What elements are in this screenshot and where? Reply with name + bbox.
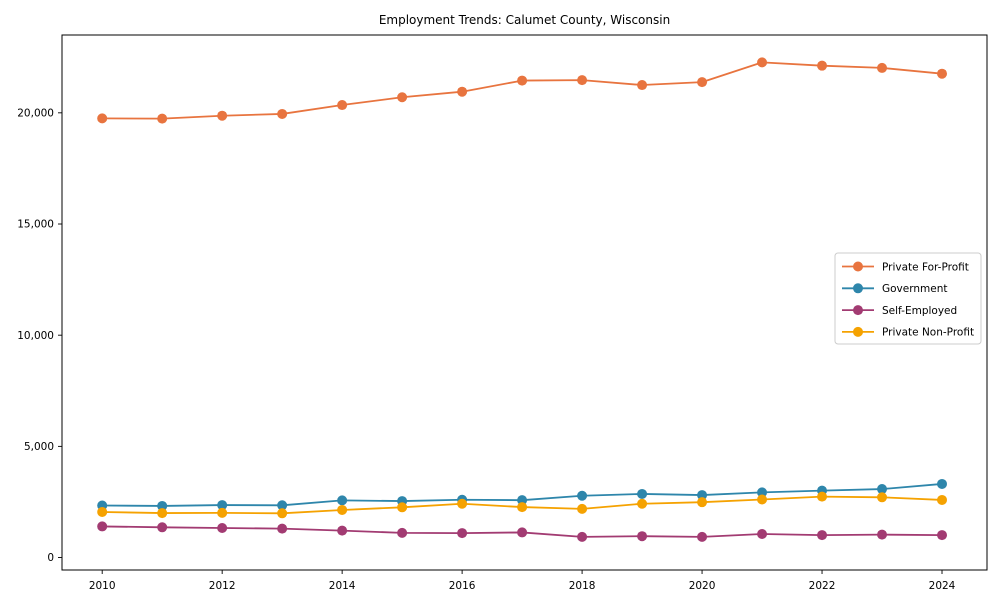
legend-label: Government: [882, 283, 947, 295]
data-point-marker-private-non-profit: [697, 497, 708, 508]
data-point-marker-self-employed: [97, 521, 108, 532]
x-tick-label: 2012: [209, 580, 236, 592]
data-point-marker-government: [277, 500, 288, 511]
data-point-marker-private-for-profit: [337, 100, 348, 111]
data-point-marker-private-for-profit: [637, 80, 648, 91]
data-point-marker-self-employed: [577, 531, 588, 542]
y-tick-label: 5,000: [24, 441, 54, 453]
legend-box: [834, 252, 982, 345]
x-tick-label: 2022: [809, 580, 836, 592]
data-point-marker-private-for-profit: [697, 77, 708, 88]
x-tick-label: 2018: [569, 580, 596, 592]
data-point-marker-private-non-profit: [277, 508, 288, 519]
data-point-marker-self-employed: [157, 522, 168, 533]
legend-marker: [853, 305, 863, 316]
y-tick-label: 10,000: [17, 330, 54, 342]
data-point-marker-self-employed: [637, 531, 648, 542]
data-point-marker-private-non-profit: [577, 503, 588, 514]
x-tick-label: 2024: [929, 580, 956, 592]
data-point-marker-private-for-profit: [577, 75, 588, 86]
y-tick-label: 0: [47, 552, 54, 564]
data-point-marker-private-non-profit: [757, 494, 768, 505]
data-point-marker-government: [637, 488, 648, 499]
data-point-marker-private-non-profit: [97, 506, 108, 517]
data-point-marker-private-for-profit: [877, 62, 888, 73]
data-point-marker-private-non-profit: [817, 491, 828, 502]
data-point-marker-self-employed: [517, 527, 528, 538]
legend-label: Self-Employed: [882, 305, 957, 317]
data-point-marker-self-employed: [697, 531, 708, 542]
data-point-marker-self-employed: [217, 522, 228, 533]
legend-label: Private Non-Profit: [882, 327, 974, 339]
y-tick-label: 15,000: [17, 219, 54, 231]
data-point-marker-private-non-profit: [457, 498, 468, 509]
data-point-marker-private-non-profit: [217, 507, 228, 518]
data-point-marker-self-employed: [457, 528, 468, 539]
data-point-marker-private-for-profit: [937, 68, 948, 79]
data-point-marker-government: [337, 495, 348, 506]
chart-title: Employment Trends: Calumet County, Wisco…: [378, 13, 671, 27]
data-point-marker-private-non-profit: [637, 498, 648, 509]
data-point-marker-government: [157, 500, 168, 511]
data-point-marker-government: [877, 484, 888, 495]
data-point-marker-private-for-profit: [97, 113, 108, 124]
data-point-marker-self-employed: [277, 523, 288, 534]
legend-item-private-for-profit: Private For-Profit: [842, 261, 969, 273]
data-point-marker-private-non-profit: [397, 502, 408, 513]
x-tick-label: 2010: [89, 580, 116, 592]
data-point-marker-private-for-profit: [457, 86, 468, 97]
legend-marker: [853, 326, 863, 337]
data-point-marker-self-employed: [337, 525, 348, 536]
legend-item-government: Government: [842, 283, 947, 295]
data-point-marker-government: [937, 478, 948, 489]
x-tick-label: 2020: [689, 580, 716, 592]
data-point-marker-government: [697, 490, 708, 501]
data-point-marker-private-for-profit: [217, 110, 228, 121]
data-point-marker-private-for-profit: [757, 57, 768, 68]
y-tick-label: 20,000: [17, 108, 54, 120]
data-point-marker-private-for-profit: [397, 92, 408, 103]
data-point-marker-private-for-profit: [817, 60, 828, 71]
data-point-marker-private-non-profit: [157, 508, 168, 519]
data-point-marker-private-for-profit: [157, 113, 168, 124]
x-tick-label: 2014: [329, 580, 356, 592]
data-point-marker-self-employed: [757, 528, 768, 539]
data-point-marker-private-for-profit: [277, 108, 288, 119]
data-point-marker-government: [577, 490, 588, 501]
data-point-marker-private-non-profit: [517, 502, 528, 513]
legend-marker: [853, 261, 863, 272]
data-point-marker-private-non-profit: [937, 494, 948, 505]
data-point-marker-government: [517, 495, 528, 506]
data-point-marker-self-employed: [937, 530, 948, 541]
data-point-marker-private-for-profit: [517, 75, 528, 86]
data-point-marker-private-non-profit: [877, 492, 888, 503]
data-point-marker-self-employed: [877, 529, 888, 540]
legend-label: Private For-Profit: [882, 261, 969, 273]
data-point-marker-self-employed: [817, 530, 828, 541]
series-line-private-for-profit: [102, 61, 943, 120]
data-point-marker-government: [217, 500, 228, 511]
x-tick-label: 2016: [449, 580, 476, 592]
legend-item-self-employed: Self-Employed: [842, 305, 957, 317]
axes-spines: [61, 34, 988, 571]
data-point-marker-government: [757, 487, 768, 498]
data-point-marker-private-non-profit: [337, 504, 348, 515]
legend-marker: [853, 283, 863, 294]
data-point-marker-self-employed: [397, 527, 408, 538]
legend-item-private-non-profit: Private Non-Profit: [842, 327, 974, 339]
